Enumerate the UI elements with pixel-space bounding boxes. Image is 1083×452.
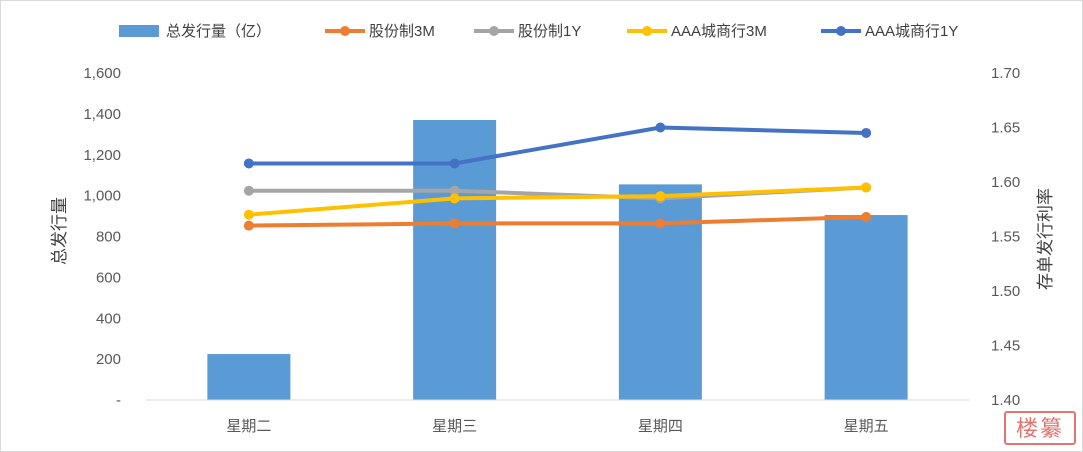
- series-point: [655, 191, 666, 202]
- legend-marker: [340, 26, 350, 36]
- y-axis-title: 总发行量: [50, 197, 69, 265]
- series-point: [449, 185, 460, 196]
- x-tick-label: 星期二: [226, 418, 271, 435]
- watermark-stamp: 楼纂: [1004, 411, 1076, 445]
- series-point: [861, 127, 872, 138]
- series-point: [655, 218, 666, 229]
- legend-label: AAA城商行3M: [671, 23, 767, 40]
- legend-label: AAA城商行1Y: [865, 23, 958, 40]
- y2-tick-label: 1.55: [991, 229, 1020, 246]
- x-tick-label: 星期五: [844, 418, 889, 435]
- bar: [618, 184, 702, 400]
- y2-tick-label: 1.65: [991, 120, 1020, 137]
- series-line: [248, 214, 867, 228]
- legend: 总发行量（亿） 股份制3M 股份制1Y AAA城商行3M AAA城商行1Y: [119, 23, 958, 40]
- series-point: [449, 218, 460, 229]
- series-point: [243, 209, 254, 220]
- legend-marker: [836, 26, 846, 36]
- series-point: [655, 122, 666, 133]
- y-tick-label: 400: [96, 310, 121, 327]
- x-tick-label: 星期四: [638, 418, 683, 435]
- series-point: [861, 182, 872, 193]
- legend-label: 总发行量（亿）: [166, 23, 271, 40]
- series-point: [861, 211, 872, 222]
- y2-tick-label: 1.40: [991, 392, 1020, 409]
- legend-swatch: [119, 25, 159, 37]
- series-point: [449, 158, 460, 169]
- y-tick-label: 1,400: [83, 106, 121, 123]
- x-axis-ticks: 星期二 星期三 星期四 星期五: [226, 418, 888, 435]
- y2-tick-label: 1.70: [991, 65, 1020, 82]
- y2-axis-ticks: 1.40 1.45 1.50 1.55 1.60 1.65 1.70: [991, 65, 1020, 409]
- series-line: [248, 185, 867, 217]
- series-line: [248, 125, 867, 166]
- series-point: [243, 220, 254, 231]
- y2-tick-label: 1.60: [991, 174, 1020, 191]
- lines: [243, 122, 872, 231]
- x-tick-label: 星期三: [432, 418, 477, 435]
- y-tick-label: 200: [96, 351, 121, 368]
- bar: [207, 354, 291, 400]
- y-tick-label: 1,000: [83, 188, 121, 205]
- bar: [824, 215, 908, 400]
- y2-tick-label: 1.45: [991, 338, 1020, 355]
- y-tick-label: -: [116, 392, 121, 409]
- y-tick-label: 1,200: [83, 147, 121, 164]
- series-point: [243, 185, 254, 196]
- y-tick-label: 600: [96, 269, 121, 286]
- y-tick-label: 800: [96, 229, 121, 246]
- series-point: [243, 158, 254, 169]
- y-tick-label: 1,600: [83, 65, 121, 82]
- y-axis-ticks: - 200 400 600 800 1,000 1,200 1,400 1,600: [83, 65, 121, 409]
- legend-label: 股份制3M: [369, 23, 435, 40]
- legend-marker: [489, 26, 499, 36]
- y2-tick-label: 1.50: [991, 283, 1020, 300]
- y2-axis-title: 存单发行利率: [1036, 188, 1055, 290]
- legend-label: 股份制1Y: [518, 23, 581, 40]
- series-point: [449, 193, 460, 204]
- legend-marker: [642, 26, 652, 36]
